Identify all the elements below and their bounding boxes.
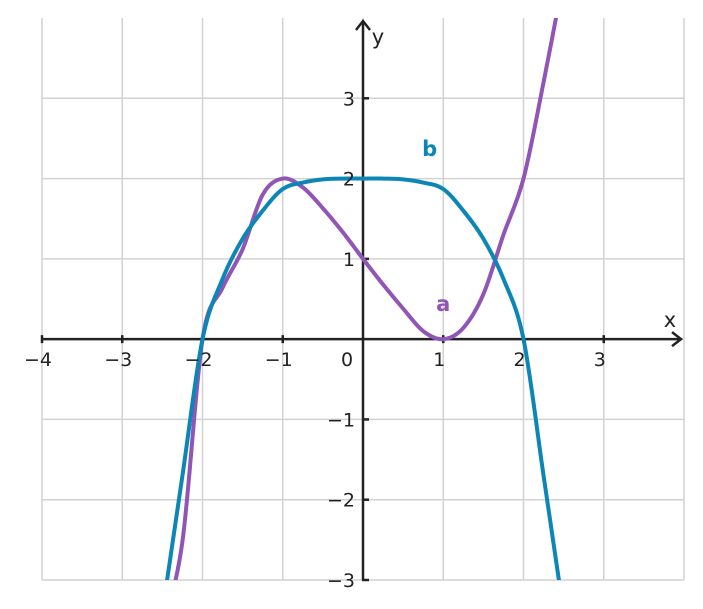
y-tick-label: 3 — [343, 88, 355, 110]
y-tick-label: −2 — [327, 490, 355, 512]
curves — [165, 18, 561, 580]
x-axis-arrow-icon — [671, 331, 684, 348]
x-tick-label: −2 — [184, 349, 212, 371]
labels: −4 −3 −2 −1 0 1 2 3 −3 −2 −1 1 2 3 x y a b — [24, 25, 676, 592]
x-tick-label: 2 — [513, 349, 525, 371]
y-tick-label: 2 — [343, 169, 355, 191]
y-tick-label: −3 — [327, 570, 355, 592]
x-tick-label: 3 — [594, 349, 606, 371]
series-label-a: a — [436, 292, 450, 316]
y-tick-label: 1 — [343, 249, 355, 271]
y-axis-arrow-icon — [355, 18, 371, 31]
x-tick-label: −4 — [24, 349, 52, 371]
series-label-b: b — [422, 137, 437, 161]
x-tick-label: 0 — [341, 349, 353, 371]
axes — [40, 18, 684, 582]
x-tick-label: −3 — [104, 349, 132, 371]
x-tick-label: −1 — [265, 349, 293, 371]
series-line-b — [165, 176, 561, 580]
y-tick-label: −1 — [327, 409, 355, 431]
x-axis-label: x — [664, 308, 676, 332]
y-axis-label: y — [372, 25, 384, 49]
x-tick-label: 1 — [433, 349, 445, 371]
